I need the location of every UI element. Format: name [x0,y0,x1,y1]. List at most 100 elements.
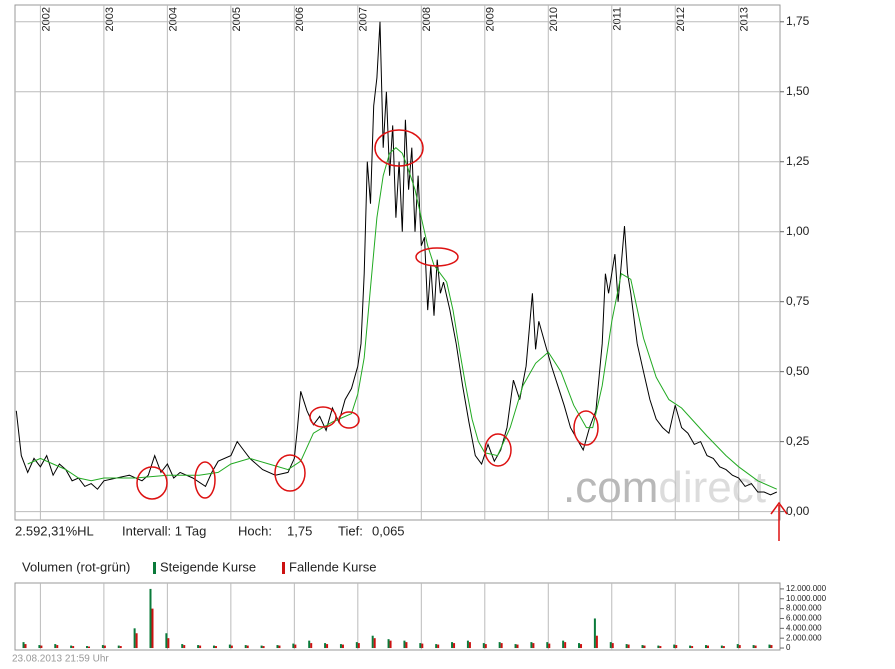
volume-bar [530,642,533,649]
volume-bar [246,645,249,649]
stat-high-label: Hoch: [238,523,272,538]
volume-bar [56,645,59,649]
volume-bar [421,643,424,649]
volume-bar [736,644,739,649]
volume-bar [341,644,344,649]
volume-bar [595,635,598,649]
volume-bar [244,645,247,649]
plot-frame [14,4,781,521]
volume-bar [260,645,263,649]
volume-bar [22,642,25,649]
y-tick-label: 12.000.000 [786,584,827,593]
volume-bar [278,645,281,649]
y-tick-label: 1,50 [786,84,810,98]
volume-bar [86,646,89,649]
circle [573,410,599,446]
volume-bar [564,642,567,649]
volume-bar [580,644,583,649]
volume-bar [214,646,217,649]
timestamp: 23.08.2013 21:59 Uhr [12,654,109,665]
volume-bar [119,646,122,649]
stat-interval: Intervall: 1 Tag [122,523,206,538]
volume-bar [643,645,646,649]
volume-bar [403,640,406,649]
volume-bar [659,646,662,649]
volume-bar [627,644,630,649]
volume-bar [230,645,233,649]
watermark-direct: direct [658,463,766,512]
y-tick-label: 1,00 [786,224,810,238]
volume-bar [691,646,694,649]
volume-bar [24,644,27,649]
volume-bar [437,644,440,649]
volume-bar [673,644,676,649]
volume-bar [611,643,614,649]
circle [274,454,306,492]
x-tick-label: 2002 [40,7,52,31]
volume-bar [641,645,644,649]
volume-bar [355,642,358,649]
volume-bar [149,588,152,649]
volume-bar [133,628,136,649]
volume-bar [704,645,707,649]
circle [415,247,459,267]
watermark-com: .com [563,463,658,512]
y-tick-label: 4.000.000 [786,623,822,632]
plot-frame [14,582,781,651]
price-line [15,21,778,496]
volume-bar [451,642,454,649]
legend-label: Fallende Kurse [289,559,376,574]
volume-bar [482,643,485,649]
stat-high: 1,75 [287,523,312,538]
watermark: .comdirect [563,463,766,512]
y-tick-label: 0,25 [786,434,810,448]
y-tick-label: 1,75 [786,14,810,28]
y-tick-label: 1,25 [786,154,810,168]
x-tick-label: 2008 [421,7,433,31]
volume-bar [167,638,170,649]
volume-bar [197,645,200,649]
y-tick-label: 8.000.000 [786,604,822,613]
legend-swatch [282,562,285,574]
volume-bar [770,645,773,649]
volume-bar [72,646,75,649]
x-tick-label: 2003 [104,7,116,31]
volume-bar [752,645,755,649]
volume-bar [453,643,456,649]
legend-label: Steigende Kurse [160,559,256,574]
volume-bar [212,645,215,649]
legend-swatch [153,562,156,574]
volume-bar [738,645,741,649]
circle [309,406,337,428]
volume-bar [466,640,469,649]
volume-bar [500,643,503,649]
volume-bar [308,640,311,649]
x-tick-label: 2010 [548,7,560,31]
volume-bar [562,640,565,649]
y-tick-label: 0,50 [786,364,810,378]
volume-bar [339,644,342,649]
circle [338,411,360,429]
volume-bar [675,645,678,649]
volume-bar [720,645,723,649]
volume-bar [689,645,692,649]
volume-bar [548,643,551,649]
volume-bar [516,644,519,649]
volume-bar [387,639,390,649]
volume-bar [183,645,186,649]
volume-bar [468,642,471,649]
volume-bar [117,645,120,649]
volume-bar [54,644,57,649]
x-tick-label: 2013 [739,7,751,31]
x-tick-label: 2004 [167,7,179,31]
y-tick-label: 10.000.000 [786,594,827,603]
volume-bar [706,645,709,649]
stat-low-label: Tief: [338,523,363,538]
volume-bar [101,645,104,649]
volume-bar [754,645,757,649]
volume-bar [135,633,138,649]
volume-bar [292,643,295,649]
volume-bar [389,640,392,649]
volume-bar [405,642,408,649]
volume-bar [324,643,327,649]
